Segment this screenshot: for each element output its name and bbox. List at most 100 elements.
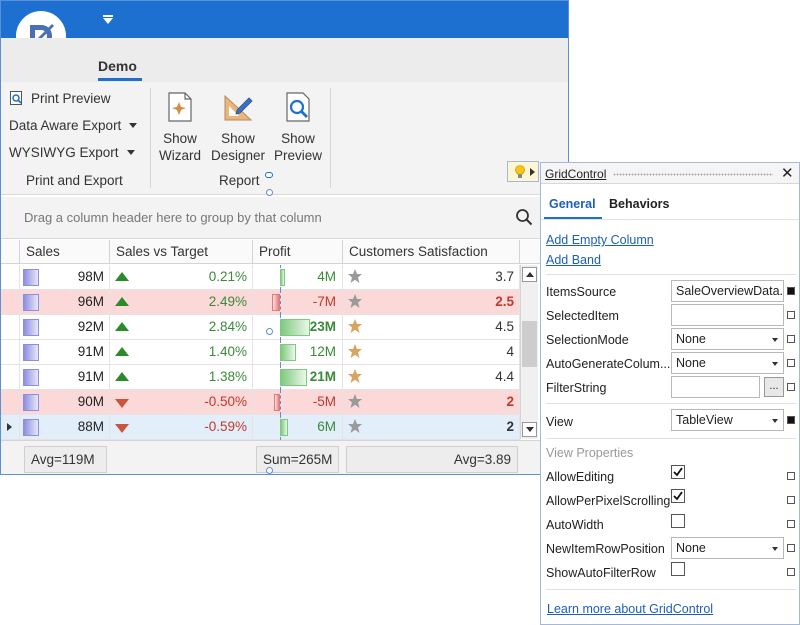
cell-profit[interactable]: 6M bbox=[253, 415, 343, 440]
cell-profit[interactable]: 4M bbox=[253, 265, 343, 290]
column-header-sales[interactable]: Sales bbox=[20, 240, 110, 264]
cell-sales[interactable]: 92M bbox=[20, 315, 110, 339]
panel-drag-grip[interactable] bbox=[613, 173, 773, 176]
show-designer-button[interactable]: Show Designer bbox=[209, 90, 267, 164]
row-indicator[interactable] bbox=[1, 390, 20, 414]
cell-sales[interactable]: 88M bbox=[20, 415, 110, 439]
filter-string-marker[interactable] bbox=[787, 383, 795, 391]
cell-sales-vs-target[interactable]: 1.40% bbox=[110, 340, 253, 364]
auto-generate-columns-marker[interactable] bbox=[787, 359, 795, 367]
star-icon bbox=[348, 369, 362, 383]
show-preview-button[interactable]: Show Preview bbox=[270, 90, 326, 164]
group-panel[interactable]: Drag a column header here to group by th… bbox=[1, 197, 568, 239]
table-row[interactable]: 92M 2.84% 23M 4.5 bbox=[1, 315, 520, 340]
cell-sales-vs-target[interactable]: 2.49% bbox=[110, 290, 253, 314]
selected-item-marker[interactable] bbox=[787, 311, 795, 319]
smart-tag-button[interactable] bbox=[507, 161, 539, 182]
cell-sales[interactable]: 96M bbox=[20, 290, 110, 314]
column-header-profit[interactable]: Profit bbox=[253, 240, 343, 264]
profit-databar bbox=[272, 294, 280, 311]
panel-title[interactable]: GridControl bbox=[545, 167, 607, 181]
view-marker[interactable] bbox=[787, 416, 795, 424]
wysiwyg-export-button[interactable]: WYSIWYG Export bbox=[9, 145, 135, 160]
anchor-handle[interactable] bbox=[266, 328, 273, 335]
cell-sales[interactable]: 98M bbox=[20, 265, 110, 289]
scroll-down-button[interactable] bbox=[522, 422, 537, 437]
row-indicator[interactable] bbox=[1, 265, 20, 289]
table-row[interactable]: 96M 2.49% -7M 2.5 bbox=[1, 290, 520, 315]
table-row[interactable]: 88M -0.59% 6M 2 bbox=[1, 415, 520, 440]
cell-sales[interactable]: 90M bbox=[20, 390, 110, 414]
auto-width-checkbox[interactable] bbox=[671, 514, 685, 528]
cell-profit[interactable]: -7M bbox=[253, 290, 343, 315]
new-item-row-position-marker[interactable] bbox=[787, 544, 795, 552]
cell-profit[interactable]: 23M bbox=[253, 315, 343, 340]
new-item-row-position-combo[interactable]: None bbox=[671, 537, 784, 559]
cell-profit[interactable]: 12M bbox=[253, 340, 343, 365]
filter-string-field[interactable] bbox=[671, 376, 760, 398]
cell-profit[interactable]: 21M bbox=[253, 365, 343, 390]
print-preview-button[interactable]: Print Preview bbox=[9, 90, 111, 106]
add-band-link[interactable]: Add Band bbox=[546, 253, 601, 267]
search-icon[interactable] bbox=[515, 208, 533, 226]
auto-generate-columns-combo[interactable]: None bbox=[671, 352, 784, 374]
add-empty-column-link[interactable]: Add Empty Column bbox=[546, 233, 654, 247]
cell-customers-satisfaction[interactable]: 4.4 bbox=[343, 365, 520, 389]
row-indicator[interactable] bbox=[1, 315, 20, 339]
cell-customers-satisfaction[interactable]: 4 bbox=[343, 340, 520, 364]
close-icon[interactable]: ✕ bbox=[781, 165, 794, 182]
allow-editing-marker[interactable] bbox=[787, 472, 795, 480]
learn-more-link[interactable]: Learn more about GridControl bbox=[547, 602, 714, 616]
cell-sales-vs-target[interactable]: 2.84% bbox=[110, 315, 253, 339]
cell-sales-vs-target[interactable]: -0.59% bbox=[110, 415, 253, 439]
allow-per-pixel-scrolling-checkbox[interactable] bbox=[671, 489, 685, 503]
show-auto-filter-row-checkbox[interactable] bbox=[671, 562, 685, 576]
cell-profit[interactable]: -5M bbox=[253, 390, 343, 415]
cell-customers-satisfaction[interactable]: 2.5 bbox=[343, 290, 520, 314]
allow-per-pixel-scrolling-marker[interactable] bbox=[787, 496, 795, 504]
show-auto-filter-row-marker[interactable] bbox=[787, 568, 795, 576]
scroll-thumb[interactable] bbox=[522, 321, 537, 367]
row-indicator[interactable] bbox=[1, 415, 20, 439]
items-source-marker[interactable] bbox=[787, 287, 795, 295]
tab-demo[interactable]: Demo bbox=[98, 58, 137, 74]
table-row[interactable]: 91M 1.40% 12M 4 bbox=[1, 340, 520, 365]
data-aware-export-button[interactable]: Data Aware Export bbox=[9, 118, 138, 133]
items-source-field[interactable]: SaleOverviewData... bbox=[671, 280, 784, 302]
vertical-scrollbar[interactable] bbox=[520, 265, 538, 439]
cell-customers-satisfaction[interactable]: 2 bbox=[343, 415, 520, 439]
selection-mode-marker[interactable] bbox=[787, 335, 795, 343]
cell-sales-vs-target[interactable]: 1.38% bbox=[110, 365, 253, 389]
column-header-customers-satisfaction[interactable]: Customers Satisfaction bbox=[343, 240, 520, 264]
table-row[interactable]: 90M -0.50% -5M 2 bbox=[1, 390, 520, 415]
row-indicator[interactable] bbox=[1, 365, 20, 389]
row-indicator[interactable] bbox=[1, 340, 20, 364]
table-row[interactable]: 91M 1.38% 21M 4.4 bbox=[1, 365, 520, 390]
cell-customers-satisfaction[interactable]: 4.5 bbox=[343, 315, 520, 339]
selection-mode-combo[interactable]: None bbox=[671, 328, 784, 350]
cell-sales-vs-target[interactable]: 0.21% bbox=[110, 265, 253, 289]
column-header-sales-vs-target[interactable]: Sales vs Target bbox=[110, 240, 253, 264]
anchor-handle[interactable] bbox=[266, 189, 273, 196]
anchor-handle[interactable] bbox=[266, 467, 273, 474]
table-row[interactable]: 98M 0.21% 4M 3.7 bbox=[1, 265, 520, 290]
cell-customers-satisfaction[interactable]: 3.7 bbox=[343, 265, 520, 289]
scroll-up-button[interactable] bbox=[522, 267, 537, 282]
filter-string-editor-button[interactable]: ... bbox=[764, 377, 784, 397]
row-indicator[interactable] bbox=[1, 290, 20, 314]
cell-sales-vs-target[interactable]: -0.50% bbox=[110, 390, 253, 414]
allow-editing-checkbox[interactable] bbox=[671, 465, 685, 479]
view-combo[interactable]: TableView bbox=[671, 409, 784, 431]
profit-value: 23M bbox=[309, 319, 336, 334]
cell-customers-satisfaction[interactable]: 2 bbox=[343, 390, 520, 414]
show-wizard-button[interactable]: Show Wizard bbox=[152, 90, 208, 164]
tab-general[interactable]: General bbox=[549, 197, 596, 211]
cell-sales[interactable]: 91M bbox=[20, 365, 110, 389]
auto-width-marker[interactable] bbox=[787, 520, 795, 528]
tab-behaviors[interactable]: Behaviors bbox=[609, 197, 670, 211]
quick-access-dropdown-icon[interactable] bbox=[103, 15, 113, 24]
trend-down-icon bbox=[115, 399, 129, 408]
cell-sales[interactable]: 91M bbox=[20, 340, 110, 364]
ribbon-resize-handle[interactable] bbox=[265, 172, 273, 178]
selected-item-field[interactable] bbox=[671, 304, 784, 326]
